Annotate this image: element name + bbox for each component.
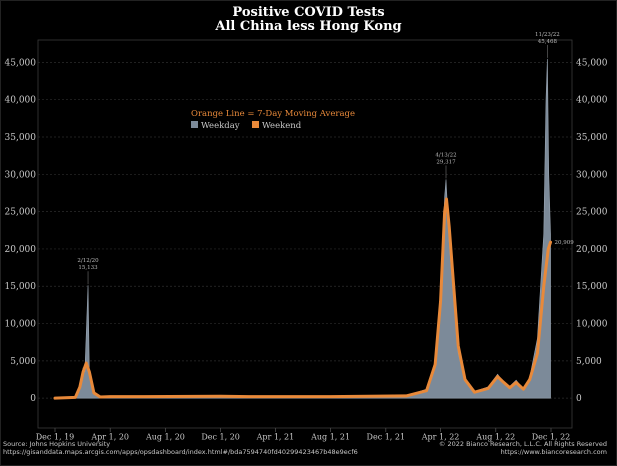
x-tick-label: Apr 1, 21: [256, 433, 295, 442]
annotation-date: 11/23/22: [535, 32, 560, 38]
y-tick-label-right: 15,000: [576, 282, 608, 292]
y-tick-label-left: 0: [30, 394, 36, 404]
x-tick-label: Dec 1, 22: [532, 433, 571, 442]
legend-label: Weekday: [201, 121, 240, 131]
x-tick-label: Dec 1, 21: [367, 433, 406, 442]
annotation-date: 4/13/22: [435, 152, 456, 158]
x-tick-label: Apr 1, 20: [90, 433, 129, 442]
x-tick-label: Aug 1, 22: [475, 433, 515, 442]
source-note: Source: Johns Hopkins University: [3, 440, 111, 448]
y-tick-label-left: 35,000: [5, 133, 37, 143]
x-tick-label: Apr 1, 22: [421, 433, 460, 442]
y-tick-label-right: 5,000: [576, 357, 602, 367]
plot-border: [37, 39, 573, 429]
y-tick-label-left: 45,000: [5, 58, 37, 68]
x-tick-label: Aug 1, 21: [310, 433, 350, 442]
legend-swatch: [191, 121, 198, 128]
chart-title: Positive COVID Tests: [232, 5, 385, 20]
y-tick-label-left: 25,000: [5, 208, 37, 218]
annotation-value: 15,133: [78, 265, 98, 271]
y-tick-label-right: 0: [576, 394, 582, 404]
annotation-value: 29,317: [436, 159, 456, 165]
chart-subtitle: All China less Hong Kong: [215, 19, 402, 34]
y-tick-label-left: 30,000: [5, 170, 37, 180]
source-url[interactable]: https://gisanddata.maps.arcgis.com/apps/…: [3, 448, 358, 456]
weekend-moving-average-line: [53, 197, 553, 400]
website-link[interactable]: https://www.biancoresearch.com: [500, 448, 607, 456]
annotation-value: 20,909: [555, 240, 575, 246]
y-tick-label-right: 25,000: [576, 208, 608, 218]
y-tick-label-right: 30,000: [576, 170, 608, 180]
legend-label: Weekend: [262, 121, 302, 131]
y-tick-label-right: 10,000: [576, 320, 608, 330]
y-tick-label-right: 40,000: [576, 96, 608, 106]
y-tick-label-right: 45,000: [576, 58, 608, 68]
copyright-note: © 2022 Bianco Research, L.L.C. All Right…: [438, 440, 607, 448]
y-tick-label-left: 40,000: [5, 96, 37, 106]
annotation-date: 2/12/20: [77, 258, 99, 264]
y-tick-label-left: 15,000: [5, 282, 37, 292]
legend-swatch: [252, 121, 259, 128]
x-tick-label: Dec 1, 19: [36, 433, 75, 442]
annotation-value: 45,468: [538, 39, 558, 45]
y-tick-label-left: 10,000: [5, 320, 37, 330]
y-tick-label-right: 20,000: [576, 245, 608, 255]
x-tick-label: Aug 1, 20: [145, 433, 185, 442]
legend-title: Orange Line = 7-Day Moving Average: [191, 109, 355, 119]
y-tick-label-left: 5,000: [10, 357, 36, 367]
y-tick-label-left: 20,000: [5, 245, 37, 255]
x-tick-label: Dec 1, 20: [201, 433, 240, 442]
y-tick-label-right: 35,000: [576, 133, 608, 143]
